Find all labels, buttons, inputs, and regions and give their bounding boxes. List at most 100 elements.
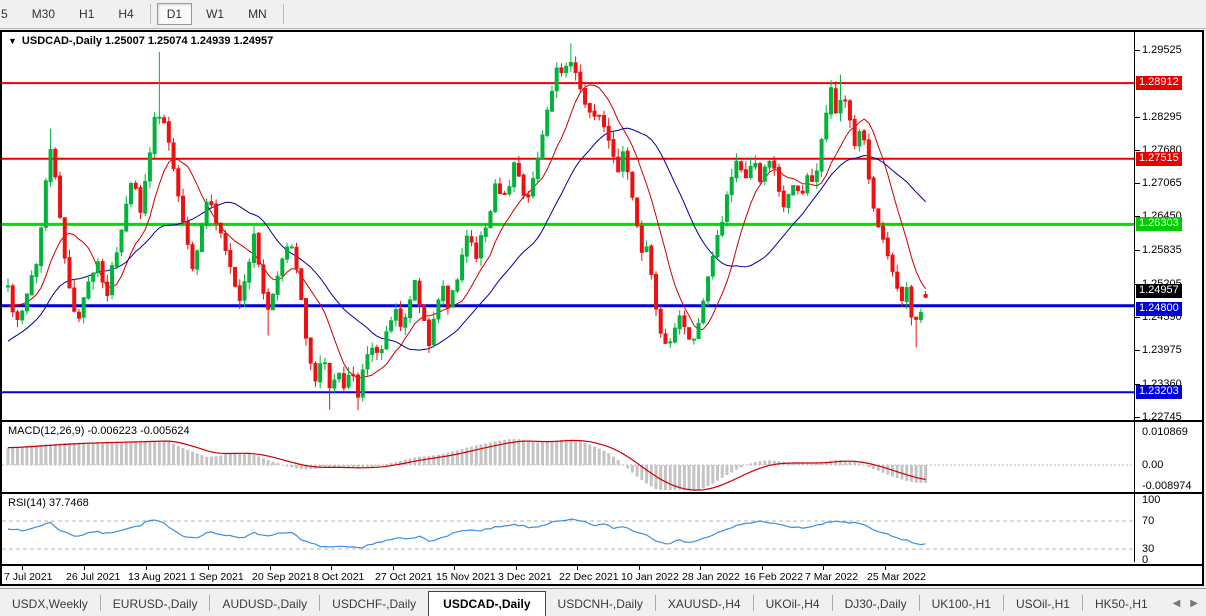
chart-tab-hk50-h1[interactable]: HK50-,H1 [1094, 597, 1148, 611]
timeframe-button-mn[interactable]: MN [248, 7, 267, 21]
price-tick [1135, 249, 1140, 251]
candle-body [857, 131, 862, 147]
tab-scroll-controls: ◀ ▶ [1173, 589, 1206, 616]
price-chart-canvas[interactable] [2, 32, 1134, 420]
candle-body [124, 203, 129, 232]
candle-body [327, 362, 332, 389]
candle-body [332, 379, 337, 389]
candle-body [86, 281, 91, 299]
price-tick [1135, 317, 1140, 319]
candle-body [95, 261, 100, 273]
chart-tab-usdcnh-daily[interactable]: USDCNH-,Daily [557, 597, 643, 611]
price-tick [1135, 417, 1140, 418]
candle-body [866, 139, 871, 180]
candle-body [162, 117, 167, 124]
candle-body [654, 274, 659, 310]
timeframe-button-d1[interactable]: D1 [156, 3, 193, 25]
rsi-chart-canvas[interactable] [2, 494, 1134, 564]
candle-body [171, 142, 176, 170]
price-axis[interactable]: 1.295251.282951.276801.270651.264501.258… [1135, 32, 1202, 423]
timeframe-button-m30[interactable]: M30 [31, 7, 56, 21]
tab-separator [918, 595, 920, 611]
candle-body [398, 308, 403, 327]
candle-body [389, 320, 394, 332]
candle-body [701, 300, 706, 324]
candle-body [190, 244, 195, 269]
timeframe-button-w1[interactable]: W1 [206, 7, 225, 21]
candle-body [223, 232, 228, 251]
timeframe-button-h1[interactable]: H1 [79, 7, 95, 21]
chart-tab-usdcad-daily[interactable]: USDCAD-,Daily [428, 591, 546, 616]
chart-tab-usdx-weekly[interactable]: USDX,Weekly [12, 597, 88, 611]
candle-body [838, 99, 843, 114]
timeframe-button-h4[interactable]: H4 [118, 7, 134, 21]
candle-body [578, 71, 583, 90]
date-label: 27 Oct 2021 [375, 571, 433, 583]
price-tick-label: 1.23975 [1142, 344, 1182, 357]
tab-separator [209, 595, 211, 611]
price-badge-1.27515: 1.27515 [1136, 151, 1182, 166]
candle-body [479, 235, 483, 259]
candle-body [554, 67, 559, 92]
candle-body [337, 372, 342, 380]
candle-body [810, 175, 815, 182]
candle-body [776, 166, 781, 192]
candle-body [691, 338, 696, 341]
candle-body [195, 250, 200, 270]
date-label: 7 Mar 2022 [805, 571, 859, 583]
candle-body [791, 185, 796, 196]
pane-divider[interactable] [2, 492, 1202, 494]
candle-body [422, 304, 427, 321]
candle-body [455, 279, 460, 292]
candle-body [729, 176, 734, 196]
macd-axis-label: 0.00 [1142, 459, 1164, 471]
candle-body [280, 258, 285, 277]
candle-body [881, 225, 886, 240]
candle-body [843, 99, 848, 102]
date-label: 16 Feb 2022 [744, 571, 803, 583]
candle-body [706, 276, 711, 302]
tab-scroll-left-icon[interactable]: ◀ [1172, 597, 1181, 609]
candle-body [218, 222, 223, 234]
candle-body [6, 285, 10, 288]
candle-body [914, 316, 919, 320]
candle-body [904, 287, 909, 302]
timeframe-button-5[interactable]: 5 [1, 7, 8, 21]
date-label: 8 Oct 2021 [313, 571, 365, 583]
rsi-axis-label: 100 [1142, 494, 1161, 506]
candle-body [833, 88, 838, 114]
chart-tab-usoil-h1[interactable]: USOil-,H1 [1015, 597, 1070, 611]
candle-body [48, 149, 53, 183]
chart-tab-audusd-daily[interactable]: AUDUSD-,Daily [222, 597, 308, 611]
date-tick [270, 566, 271, 570]
candle-body [81, 297, 86, 318]
tab-scroll-right-icon[interactable]: ▶ [1190, 597, 1198, 609]
candle-body [687, 327, 692, 340]
candle-body [58, 175, 63, 218]
date-tick [208, 566, 209, 570]
chart-tab-ukoil-h4[interactable]: UKOil-,H4 [765, 597, 820, 611]
candle-body [573, 62, 578, 74]
pane-divider[interactable] [2, 420, 1202, 422]
candle-body [819, 139, 824, 172]
date-tick [84, 566, 85, 570]
candle-body [450, 290, 455, 308]
macd-chart-canvas[interactable] [2, 422, 1134, 492]
candle-body [597, 114, 602, 117]
tab-separator [831, 595, 833, 611]
chart-tab-eurusd-daily[interactable]: EURUSD-,Daily [112, 597, 198, 611]
candle-body [303, 298, 308, 339]
candle-body [403, 316, 408, 328]
chart-tab-usdchf-daily[interactable]: USDCHF-,Daily [332, 597, 417, 611]
price-badge-1.23203: 1.23203 [1136, 385, 1182, 400]
candle-body [24, 293, 29, 312]
pane-divider[interactable] [2, 564, 1202, 566]
chart-tab-dj30-daily[interactable]: DJ30-,Daily [844, 597, 907, 611]
candle-body [895, 271, 900, 289]
chart-tab-xauusd-h4[interactable]: XAUUSD-,H4 [667, 597, 741, 611]
collapse-chart-icon[interactable]: ▼ [8, 36, 17, 46]
date-label: 10 Jan 2022 [621, 571, 679, 583]
candle-body [67, 257, 72, 289]
chart-tab-uk100-h1[interactable]: UK100-,H1 [931, 597, 991, 611]
